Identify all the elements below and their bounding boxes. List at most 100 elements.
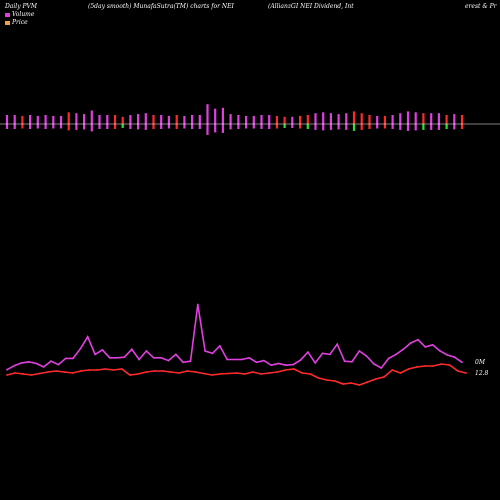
volume-bar-lower [229, 124, 232, 130]
volume-line-point [35, 362, 38, 365]
volume-line-point [211, 352, 214, 355]
chart-header-company: (AllianzGI NEI Dividend, Int [268, 3, 354, 10]
volume-bar-lower [129, 124, 132, 129]
volume-bar-lower [352, 124, 356, 131]
volume-bar-lower [214, 124, 217, 133]
volume-line-point [6, 368, 8, 371]
price-axis-label: 12.8 [475, 370, 489, 377]
volume-bar-lower [83, 124, 86, 130]
price-line-point [235, 372, 238, 374]
price-line-point [30, 374, 33, 376]
volume-bar-lower [13, 124, 16, 129]
volume-bar-lower [399, 124, 402, 130]
volume-bar-lower [167, 124, 170, 129]
volume-bar-lower [360, 124, 363, 130]
volume-line-point [439, 350, 441, 352]
volume-line-point [417, 338, 419, 341]
price-line-point [440, 363, 443, 365]
volume-bar-lower [75, 124, 78, 130]
volume-bar [299, 115, 302, 124]
volume-bar [314, 113, 317, 124]
volume-line-point [446, 354, 449, 356]
volume-line-point [321, 352, 324, 355]
legend-price: Price [5, 19, 28, 26]
price-line-point [112, 369, 115, 371]
price-line-point [456, 370, 459, 372]
volume-line-point [130, 348, 133, 351]
volume-bar-lower [144, 124, 147, 130]
volume-bar-lower [98, 124, 101, 129]
price-line-point [104, 368, 107, 370]
volume-bar-lower [422, 124, 425, 130]
volume-bar [29, 115, 32, 124]
volume-bar-lower [414, 124, 417, 131]
legend-price-label: Price [12, 19, 28, 26]
volume-line-point [409, 342, 412, 344]
volume-line-point [263, 359, 265, 362]
price-line-point [268, 372, 271, 374]
volume-bar-lower [453, 124, 456, 130]
price-line-point [186, 370, 189, 372]
volume-bar-lower [291, 124, 294, 128]
volume-axis-label: 0M [475, 359, 486, 366]
price-line-point [47, 371, 49, 373]
legend-volume: Volume [5, 11, 34, 18]
volume-bar [245, 115, 248, 124]
volume-bar [391, 115, 394, 124]
volume-line-point [336, 343, 339, 346]
price-line-point [284, 369, 287, 371]
price-line-point [55, 370, 58, 372]
volume-bar-lower [113, 124, 117, 129]
volume-line-point [42, 366, 45, 368]
volume-bar [59, 115, 63, 124]
price-line-point [260, 373, 262, 375]
volume-bar-lower [137, 124, 140, 130]
volume-bar-lower [160, 124, 163, 129]
volume-bar [214, 108, 217, 124]
volume-bar-lower [314, 124, 317, 130]
volume-bar [206, 104, 209, 124]
volume-bar [21, 115, 24, 124]
price-line-point [407, 368, 410, 370]
volume-bar-lower [268, 124, 271, 129]
volume-bar-lower [275, 124, 278, 129]
volume-bar [360, 113, 363, 124]
volume-line-point [123, 356, 126, 359]
volume-bar [183, 115, 186, 124]
price-line-point [334, 380, 336, 382]
price-line-point [71, 372, 74, 374]
volume-bar [237, 115, 240, 124]
price-line-point [219, 373, 222, 375]
volume-line-point [72, 357, 74, 360]
volume-line-point [365, 355, 368, 357]
volume-line-point [351, 360, 353, 363]
volume-bar-lower [283, 124, 286, 128]
volume-bar-lower [299, 124, 302, 129]
volume-bar [329, 113, 332, 124]
price-line-point [38, 372, 41, 375]
volume-bar [198, 115, 201, 124]
volume-bar-lower [206, 124, 209, 135]
volume-bar-lower [245, 124, 248, 129]
volume-bar-lower [67, 124, 70, 131]
price-line-point [293, 368, 295, 370]
volume-line-point [94, 353, 96, 356]
volume-line-point [226, 358, 229, 361]
volume-bar [260, 115, 263, 124]
price-line [6, 363, 467, 386]
volume-bar [445, 115, 448, 124]
price-line-point [170, 371, 172, 373]
price-line-points [6, 363, 467, 386]
volume-line-point [57, 363, 60, 366]
volume-bar [414, 112, 417, 124]
volume-bar [229, 114, 232, 124]
volume-line-point [329, 353, 331, 356]
chart-header-left: Daily PVM [5, 3, 38, 10]
volume-bar [368, 115, 371, 124]
volume-bar-lower [329, 124, 332, 130]
volume-bar-lower [21, 124, 24, 129]
volume-bar-lower [260, 124, 263, 129]
volume-bar-lower [237, 124, 240, 129]
volume-line-point [20, 362, 23, 364]
